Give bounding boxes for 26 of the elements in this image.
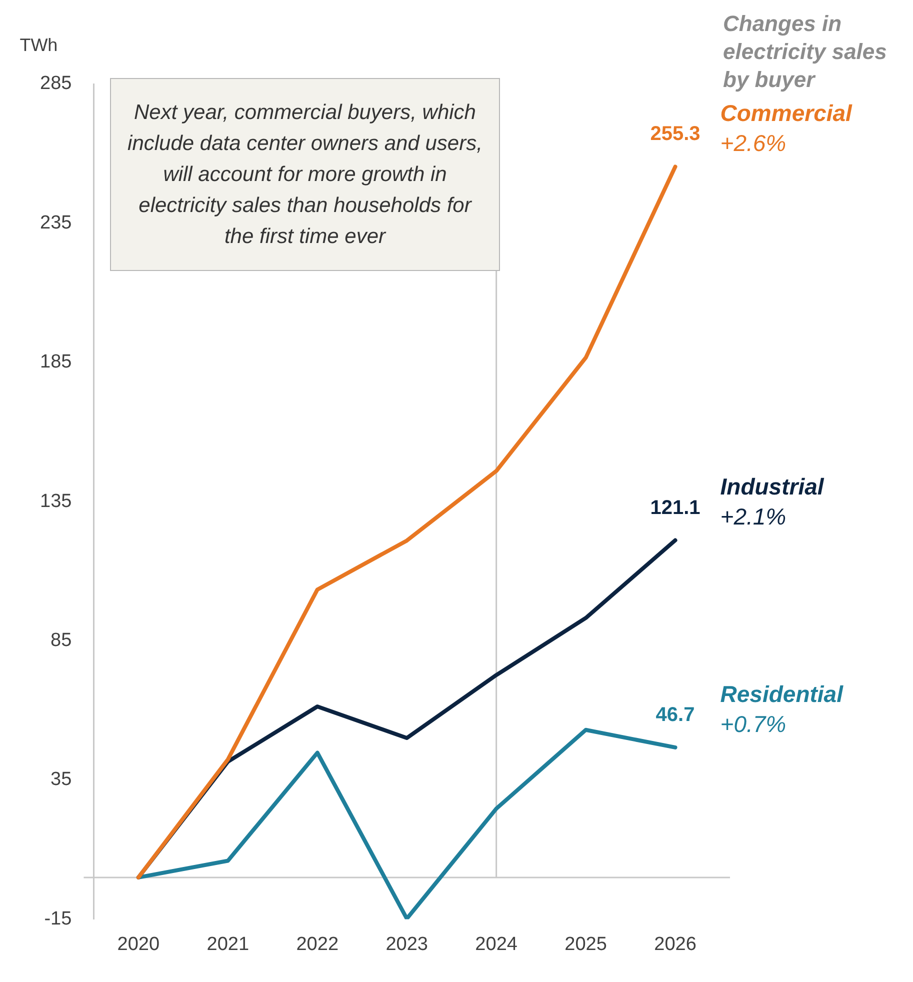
x-tick-label: 2020 [117, 934, 160, 955]
y-tick-label: 185 [40, 352, 72, 373]
y-tick-label: 135 [40, 490, 72, 512]
x-tick-label: 2023 [386, 934, 428, 955]
x-tick-label: 2021 [206, 934, 250, 955]
text: Industrial [720, 474, 824, 500]
y-tick-label: 235 [40, 212, 72, 234]
x-tick-label: 2025 [564, 934, 607, 955]
text: Residential [720, 680, 844, 707]
text: Commercial [720, 100, 853, 126]
x-tick-label: 2024 [475, 934, 518, 955]
y-tick-label: 285 [40, 73, 72, 94]
annotation: Next year, commercial buyers, which include data center owners and users, will account for more growth in electricity sales than households for the first time ever [110, 78, 500, 271]
data-label: 255.3 [650, 123, 700, 146]
y-axis-title: TWh [20, 34, 58, 55]
annotation: +2.1% [720, 504, 786, 530]
data-label: 121.1 [650, 496, 700, 519]
annotation: +2.6% [720, 130, 786, 156]
y-tick-label: 85 [50, 630, 72, 652]
legend-title: Changes in electricity sales by buyer [723, 10, 888, 94]
x-tick-label: 2026 [654, 934, 696, 955]
x-tick-label: 2022 [296, 934, 339, 955]
y-tick-label: 35 [50, 769, 72, 790]
annotation: +0.7% [720, 710, 786, 737]
y-tick-label: -15 [44, 908, 72, 930]
data-label: 46.7 [656, 704, 695, 726]
